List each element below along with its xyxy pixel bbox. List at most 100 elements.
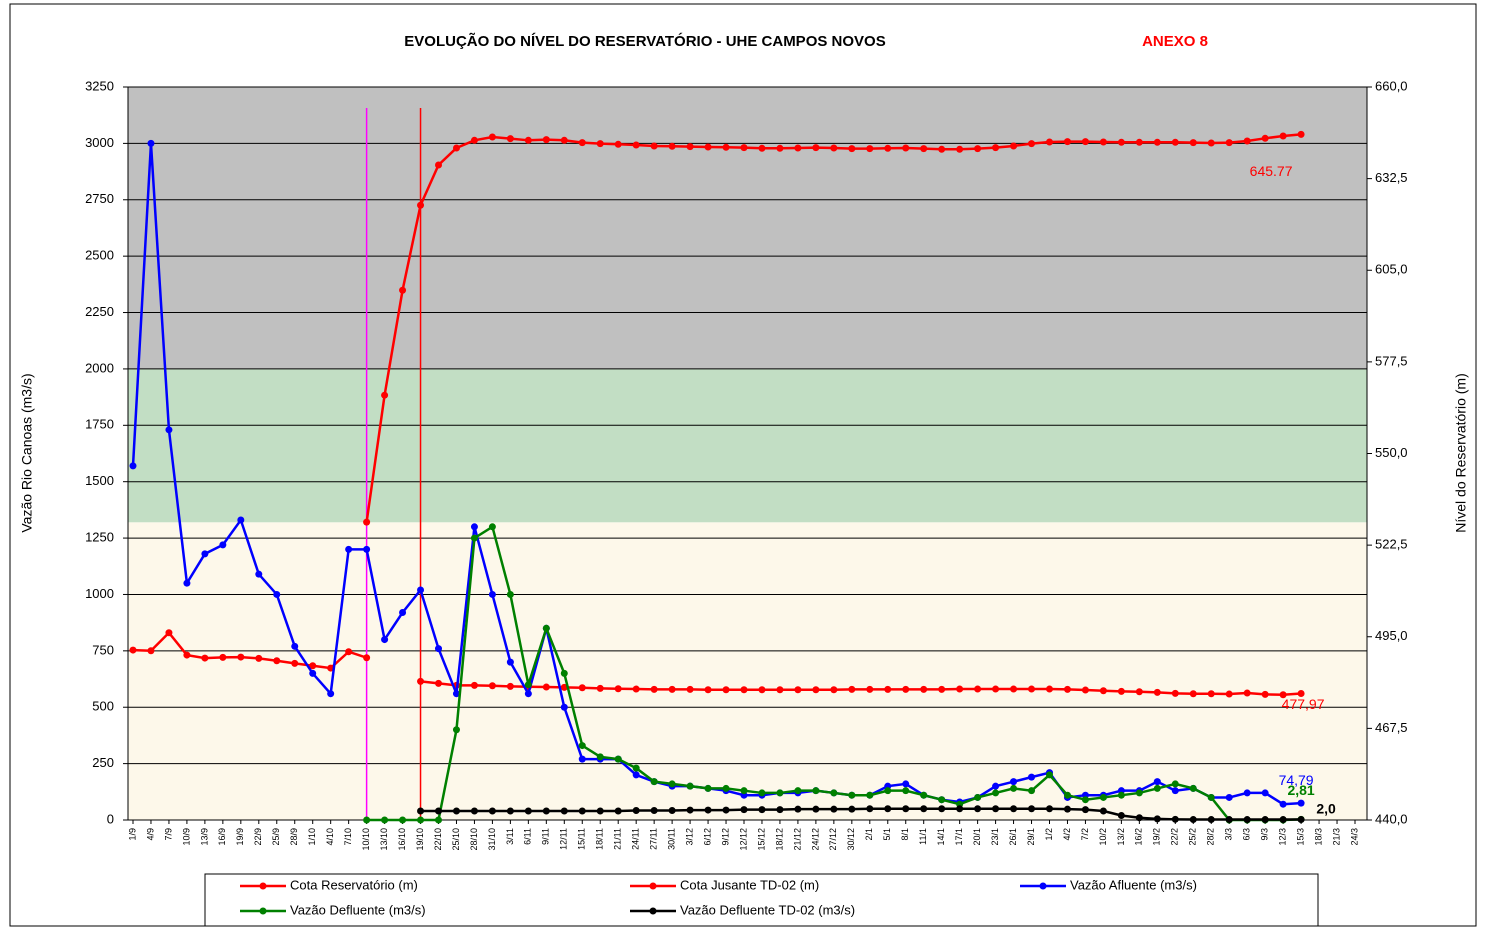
- data-point: [578, 742, 586, 750]
- data-point: [219, 541, 227, 549]
- legend-label: Vazão Defluente TD-02 (m3/s): [680, 902, 855, 917]
- y2-tick-label: 550,0: [1375, 445, 1408, 460]
- data-point: [938, 685, 946, 693]
- data-point: [1207, 793, 1215, 801]
- data-point: [1261, 690, 1269, 698]
- data-point: [650, 142, 658, 150]
- data-point: [255, 654, 263, 662]
- data-point: [974, 805, 982, 813]
- data-point: [1207, 139, 1215, 147]
- data-point: [1189, 690, 1197, 698]
- data-point: [614, 755, 622, 763]
- data-point: [435, 807, 442, 815]
- data-point: [812, 805, 820, 813]
- data-point: [273, 657, 281, 665]
- x-tick-label: 22/2: [1170, 828, 1180, 846]
- legend-marker: [649, 882, 657, 890]
- x-tick-label: 19/10: [415, 828, 425, 851]
- data-point: [363, 545, 371, 553]
- data-point: [776, 686, 784, 694]
- data-point: [1225, 690, 1233, 698]
- data-point: [1153, 815, 1161, 823]
- data-point: [488, 590, 496, 598]
- data-point: [596, 684, 604, 692]
- x-tick-label: 28/9: [289, 828, 299, 846]
- data-point: [902, 805, 910, 813]
- y2-tick-label: 495,0: [1375, 628, 1408, 643]
- data-point: [542, 683, 550, 691]
- data-point: [1099, 807, 1107, 815]
- data-point: [524, 681, 532, 689]
- data-point: [183, 651, 191, 659]
- data-point: [848, 145, 856, 153]
- data-point: [758, 789, 766, 797]
- data-point: [956, 805, 964, 813]
- data-point: [1279, 132, 1287, 140]
- data-point: [794, 144, 802, 152]
- x-tick-label: 23/1: [990, 828, 1000, 846]
- data-point: [327, 690, 335, 698]
- y-tick-label: 0: [107, 811, 114, 826]
- data-point: [740, 686, 748, 694]
- x-tick-label: 1/9: [127, 828, 137, 841]
- data-point: [219, 653, 227, 661]
- data-point: [992, 782, 1000, 790]
- data-point: [255, 570, 263, 578]
- data-point: [309, 662, 317, 670]
- data-point: [704, 806, 712, 814]
- x-tick-label: 7/10: [343, 828, 353, 846]
- end-label: 645.77: [1250, 163, 1293, 179]
- data-point: [1099, 687, 1107, 695]
- data-point: [1028, 773, 1036, 781]
- x-tick-label: 25/2: [1188, 828, 1198, 846]
- x-tick-label: 21/11: [613, 828, 623, 850]
- legend-marker: [1039, 882, 1047, 890]
- data-point: [1046, 771, 1053, 779]
- data-point: [1010, 784, 1018, 792]
- y-tick-label: 750: [92, 642, 114, 657]
- data-point: [1063, 805, 1071, 813]
- data-point: [1153, 778, 1161, 786]
- data-point: [794, 686, 802, 694]
- data-point: [740, 144, 748, 152]
- data-point: [470, 523, 478, 531]
- data-point: [1028, 685, 1036, 693]
- data-point: [1081, 138, 1089, 146]
- data-point: [345, 648, 353, 656]
- data-point: [435, 645, 442, 653]
- x-tick-label: 16/2: [1134, 828, 1144, 846]
- y-tick-label: 1500: [85, 473, 114, 488]
- data-point: [578, 684, 586, 692]
- y-tick-label: 2500: [85, 248, 114, 263]
- x-tick-label: 31/10: [487, 828, 497, 851]
- data-point: [129, 646, 137, 654]
- data-point: [399, 286, 407, 294]
- data-point: [1225, 793, 1233, 801]
- data-point: [722, 143, 730, 151]
- data-point: [596, 140, 604, 148]
- data-point: [1117, 138, 1125, 146]
- x-tick-label: 12/12: [738, 828, 748, 851]
- data-point: [686, 782, 694, 790]
- data-point: [470, 681, 478, 689]
- data-point: [1010, 805, 1018, 813]
- data-point: [183, 579, 191, 587]
- data-point: [632, 141, 640, 149]
- data-point: [488, 133, 496, 141]
- data-point: [974, 793, 982, 801]
- data-point: [435, 679, 442, 687]
- x-tick-label: 24/11: [631, 828, 641, 850]
- x-tick-label: 18/3: [1313, 828, 1323, 846]
- data-point: [381, 391, 389, 399]
- data-point: [506, 135, 514, 143]
- data-point: [506, 658, 514, 666]
- legend-label: Cota Reservatório (m): [290, 877, 418, 892]
- data-point: [309, 669, 317, 677]
- data-point: [1297, 689, 1305, 697]
- data-point: [1117, 791, 1125, 799]
- y2-tick-label: 660,0: [1375, 78, 1408, 93]
- x-tick-label: 16/9: [217, 828, 227, 846]
- data-point: [704, 143, 712, 151]
- legend-marker: [649, 907, 657, 915]
- x-tick-label: 1/10: [307, 828, 317, 846]
